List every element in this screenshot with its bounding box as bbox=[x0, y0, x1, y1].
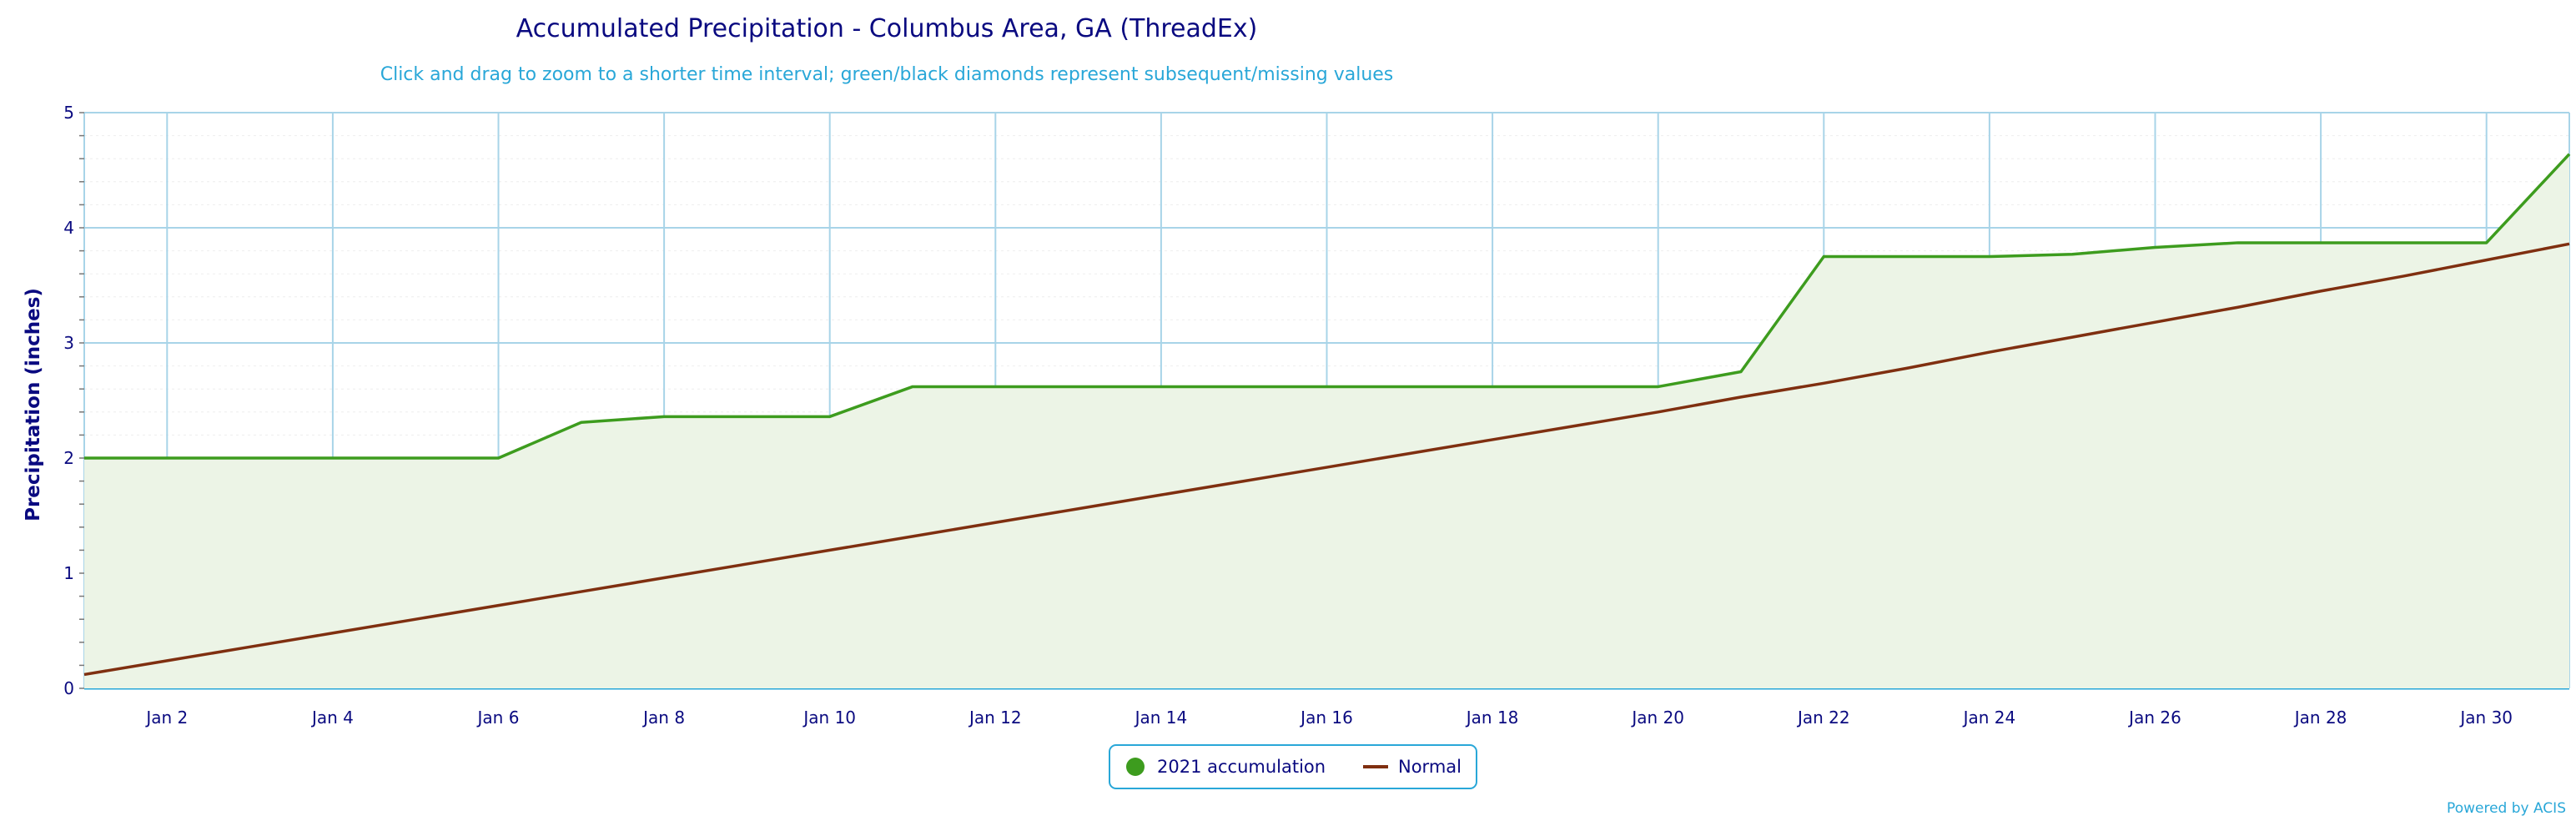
legend-item-normal[interactable]: Normal bbox=[1363, 757, 1462, 777]
credit-link[interactable]: Powered by ACIS bbox=[2447, 800, 2566, 817]
x-tick-label: Jan 18 bbox=[1465, 708, 1519, 728]
chart-title: Accumulated Precipitation - Columbus Are… bbox=[516, 14, 1258, 43]
x-tick-label: Jan 2 bbox=[144, 708, 188, 728]
x-tick-label: Jan 26 bbox=[2127, 708, 2181, 728]
x-axis-ticks: Jan 2 Jan 4 Jan 6 Jan 8 Jan 10 Jan 12 Jan 14 Ja… bbox=[144, 708, 2513, 728]
accumulation-line bbox=[84, 153, 2571, 460]
y-tick-label: 0 bbox=[63, 678, 74, 698]
x-tick-label: Jan 10 bbox=[802, 708, 856, 728]
x-tick-label: Jan 30 bbox=[2458, 708, 2513, 728]
x-tick-label: Jan 4 bbox=[310, 708, 354, 728]
x-tick-label: Jan 16 bbox=[1299, 708, 1353, 728]
series-lines bbox=[83, 153, 2571, 677]
legend-box bbox=[1109, 744, 1477, 789]
x-tick-label: Jan 24 bbox=[1962, 708, 2016, 728]
y-axis-ticks: 0 1 2 3 4 5 bbox=[63, 103, 74, 698]
y-tick-label: 2 bbox=[63, 448, 74, 468]
x-tick-label: Jan 6 bbox=[476, 708, 520, 728]
y-tick-label: 4 bbox=[63, 218, 74, 238]
chart-subtitle: Click and drag to zoom to a shorter time… bbox=[380, 64, 1394, 85]
legend-item-accumulation[interactable]: 2021 accumulation bbox=[1126, 757, 1326, 777]
y-axis-label: Precipitation (inches) bbox=[23, 288, 44, 521]
y-tick-label: 1 bbox=[63, 563, 74, 583]
x-tick-label: Jan 8 bbox=[641, 708, 685, 728]
x-tick-label: Jan 28 bbox=[2293, 708, 2347, 728]
y-tick-label: 5 bbox=[63, 103, 74, 123]
normal-line bbox=[83, 242, 2570, 677]
legend: 2021 accumulation Normal bbox=[1109, 744, 1477, 789]
legend-accumulation-marker bbox=[1126, 758, 1145, 776]
legend-normal-label: Normal bbox=[1398, 757, 1462, 777]
x-tick-label: Jan 22 bbox=[1796, 708, 1850, 728]
y-tick-label: 3 bbox=[63, 333, 74, 353]
accumulation-area bbox=[84, 154, 2569, 688]
x-tick-label: Jan 14 bbox=[1134, 708, 1188, 728]
x-tick-label: Jan 12 bbox=[968, 708, 1022, 728]
legend-accumulation-label: 2021 accumulation bbox=[1157, 757, 1326, 777]
accumulation-fill bbox=[84, 154, 2569, 688]
x-tick-label: Jan 20 bbox=[1630, 708, 1684, 728]
